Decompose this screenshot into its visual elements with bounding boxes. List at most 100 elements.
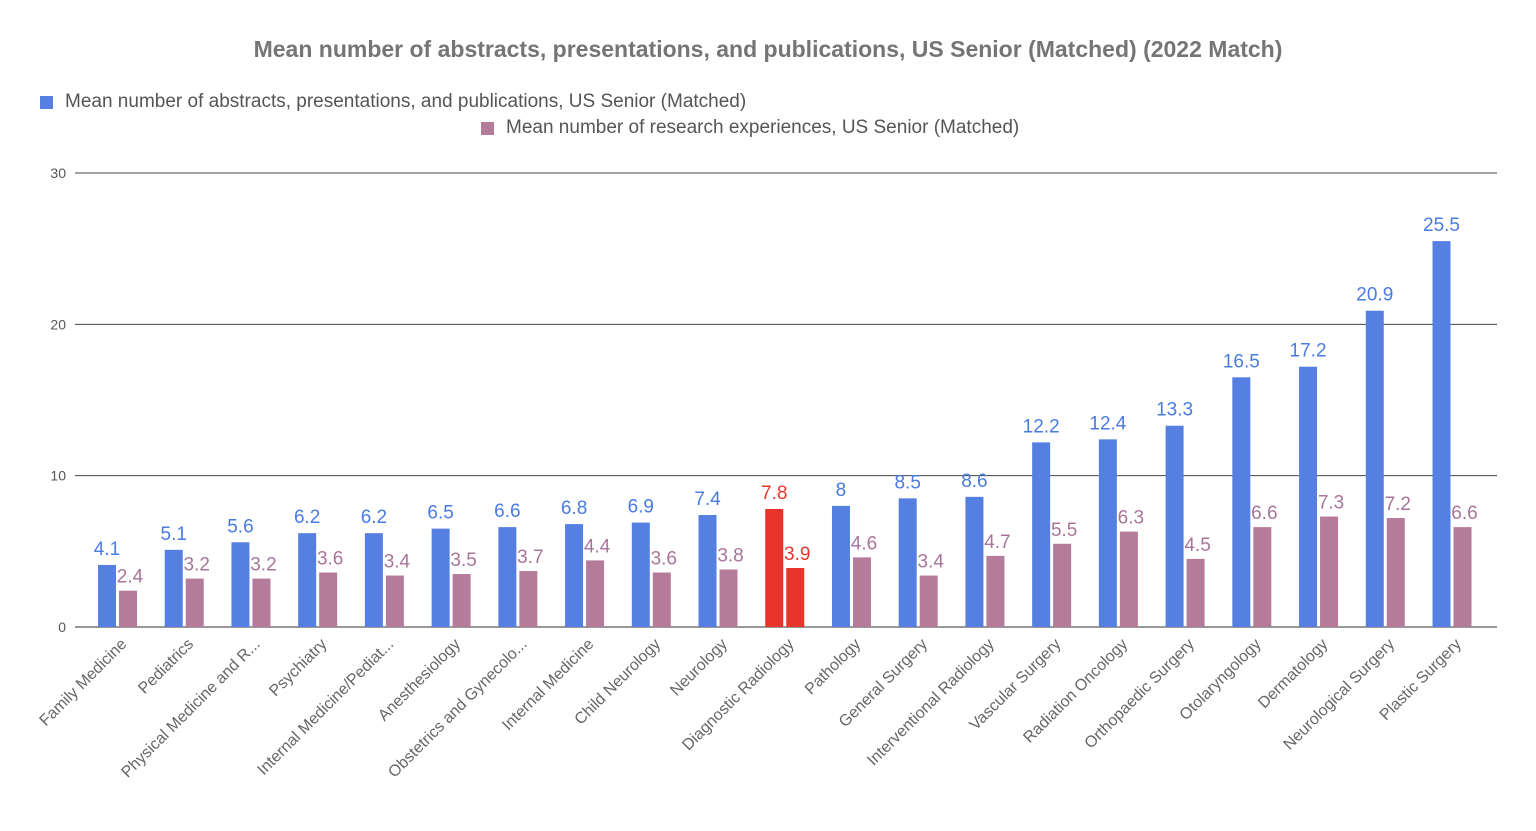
data-label: 20.9 — [1356, 285, 1393, 306]
x-tick-label: Obstetrics and Gynecolo... — [385, 636, 530, 781]
data-label: 12.2 — [1023, 416, 1060, 437]
bar-abstracts — [965, 496, 984, 627]
x-tick-label: Diagnostic Radiology — [679, 636, 797, 754]
legend-label: Mean number of research experiences, US … — [506, 117, 1020, 138]
data-label: 5.6 — [227, 516, 253, 537]
legend-item-research: Mean number of research experiences, US … — [481, 117, 1019, 139]
data-label: 5.1 — [161, 524, 187, 545]
data-label: 7.8 — [761, 483, 787, 504]
bar-abstracts — [1299, 366, 1318, 627]
bar-research — [786, 567, 805, 627]
bar-research — [319, 572, 338, 627]
data-label: 16.5 — [1223, 351, 1260, 372]
data-label: 13.3 — [1156, 400, 1193, 421]
bar-research — [252, 578, 271, 627]
data-label: 6.3 — [1118, 508, 1144, 529]
bar-abstracts — [498, 527, 517, 627]
x-tick-label: Neurological Surgery — [1280, 636, 1398, 754]
bar-research — [1253, 527, 1272, 627]
x-tick-label: Dermatology — [1255, 636, 1331, 712]
bar-research — [452, 574, 471, 627]
data-label: 3.4 — [384, 552, 411, 573]
x-tick-label: Orthopaedic Surgery — [1082, 636, 1198, 752]
data-label: 7.4 — [694, 489, 721, 510]
x-tick-label: Physical Medicine and R... — [118, 636, 263, 781]
data-label: 3.4 — [917, 552, 944, 573]
data-label: 6.6 — [1251, 503, 1277, 524]
data-label: 12.4 — [1089, 413, 1126, 434]
x-tick-label: Pathology — [802, 636, 864, 698]
data-label: 4.6 — [851, 533, 877, 554]
bar-abstracts — [98, 564, 116, 627]
data-label: 25.5 — [1423, 215, 1460, 236]
bar-abstracts — [431, 528, 450, 627]
bar-research — [1053, 543, 1072, 627]
data-label: 6.6 — [1451, 503, 1477, 524]
data-label: 7.2 — [1385, 494, 1411, 515]
legend-swatch-pink — [481, 121, 494, 135]
data-label: 6.2 — [294, 507, 320, 528]
bar-abstracts — [1432, 241, 1451, 627]
data-label: 6.9 — [628, 497, 654, 518]
data-label: 3.5 — [450, 550, 476, 571]
bar-research — [1320, 516, 1339, 627]
data-label: 3.8 — [717, 545, 743, 566]
data-label: 8.5 — [894, 472, 920, 493]
data-label: 3.9 — [784, 544, 810, 565]
bar-abstracts — [898, 498, 917, 627]
bar-research — [1453, 527, 1472, 627]
bar-abstracts — [298, 533, 317, 627]
bar-research — [586, 560, 605, 627]
legend-swatch-blue — [40, 95, 53, 109]
bar-abstracts — [1365, 310, 1384, 627]
data-label: 4.5 — [1184, 535, 1210, 556]
bar-research — [1386, 518, 1405, 627]
bar-abstracts — [765, 508, 784, 627]
data-label: 7.3 — [1318, 493, 1344, 514]
bar-abstracts — [565, 524, 584, 627]
bar-abstracts — [1098, 439, 1117, 627]
x-tick-label: Psychiatry — [266, 636, 330, 700]
data-label: 3.6 — [317, 549, 343, 570]
data-label: 3.6 — [651, 549, 677, 570]
bar-research — [1186, 558, 1205, 627]
bar-abstracts — [164, 549, 183, 627]
x-tick-label: Neurology — [667, 636, 731, 700]
chart-title: Mean number of abstracts, presentations,… — [253, 36, 1283, 62]
bar-abstracts — [1165, 425, 1184, 627]
legend-item-abstracts: Mean number of abstracts, presentations,… — [40, 91, 746, 113]
bar-research — [719, 569, 738, 627]
bar-abstracts — [631, 522, 650, 627]
bar-abstracts — [831, 505, 850, 627]
data-label: 2.4 — [117, 567, 144, 588]
legend-label: Mean number of abstracts, presentations,… — [65, 91, 747, 112]
bar-research — [185, 578, 204, 627]
x-tick-label: Internal Medicine/Pediat... — [254, 636, 397, 779]
bar-research — [652, 572, 671, 627]
y-tick-label: 10 — [50, 468, 66, 484]
bar-research — [519, 571, 538, 627]
bar-research — [986, 555, 1005, 627]
bar-research — [1119, 531, 1138, 627]
data-label: 6.8 — [561, 498, 587, 519]
bar-research — [119, 590, 137, 627]
y-tick-label: 30 — [50, 165, 66, 181]
bar-research — [919, 575, 938, 627]
data-label: 8 — [836, 480, 847, 501]
bar-abstracts — [231, 542, 250, 627]
x-tick-label: Interventional Radiology — [864, 636, 997, 769]
data-label: 6.2 — [361, 507, 387, 528]
data-label: 17.2 — [1290, 341, 1327, 362]
data-label: 3.2 — [184, 555, 210, 576]
x-tick-label: Family Medicine — [37, 636, 131, 730]
bar-research — [385, 575, 404, 627]
data-label: 4.4 — [584, 536, 611, 557]
data-label: 3.7 — [517, 547, 543, 568]
y-tick-label: 20 — [50, 316, 66, 332]
y-tick-label: 0 — [58, 619, 66, 635]
x-tick-label: Pediatrics — [135, 636, 197, 698]
data-label: 4.1 — [94, 539, 120, 560]
data-label: 3.2 — [250, 555, 276, 576]
data-label: 4.7 — [984, 532, 1010, 553]
bar-abstracts — [1232, 377, 1251, 627]
